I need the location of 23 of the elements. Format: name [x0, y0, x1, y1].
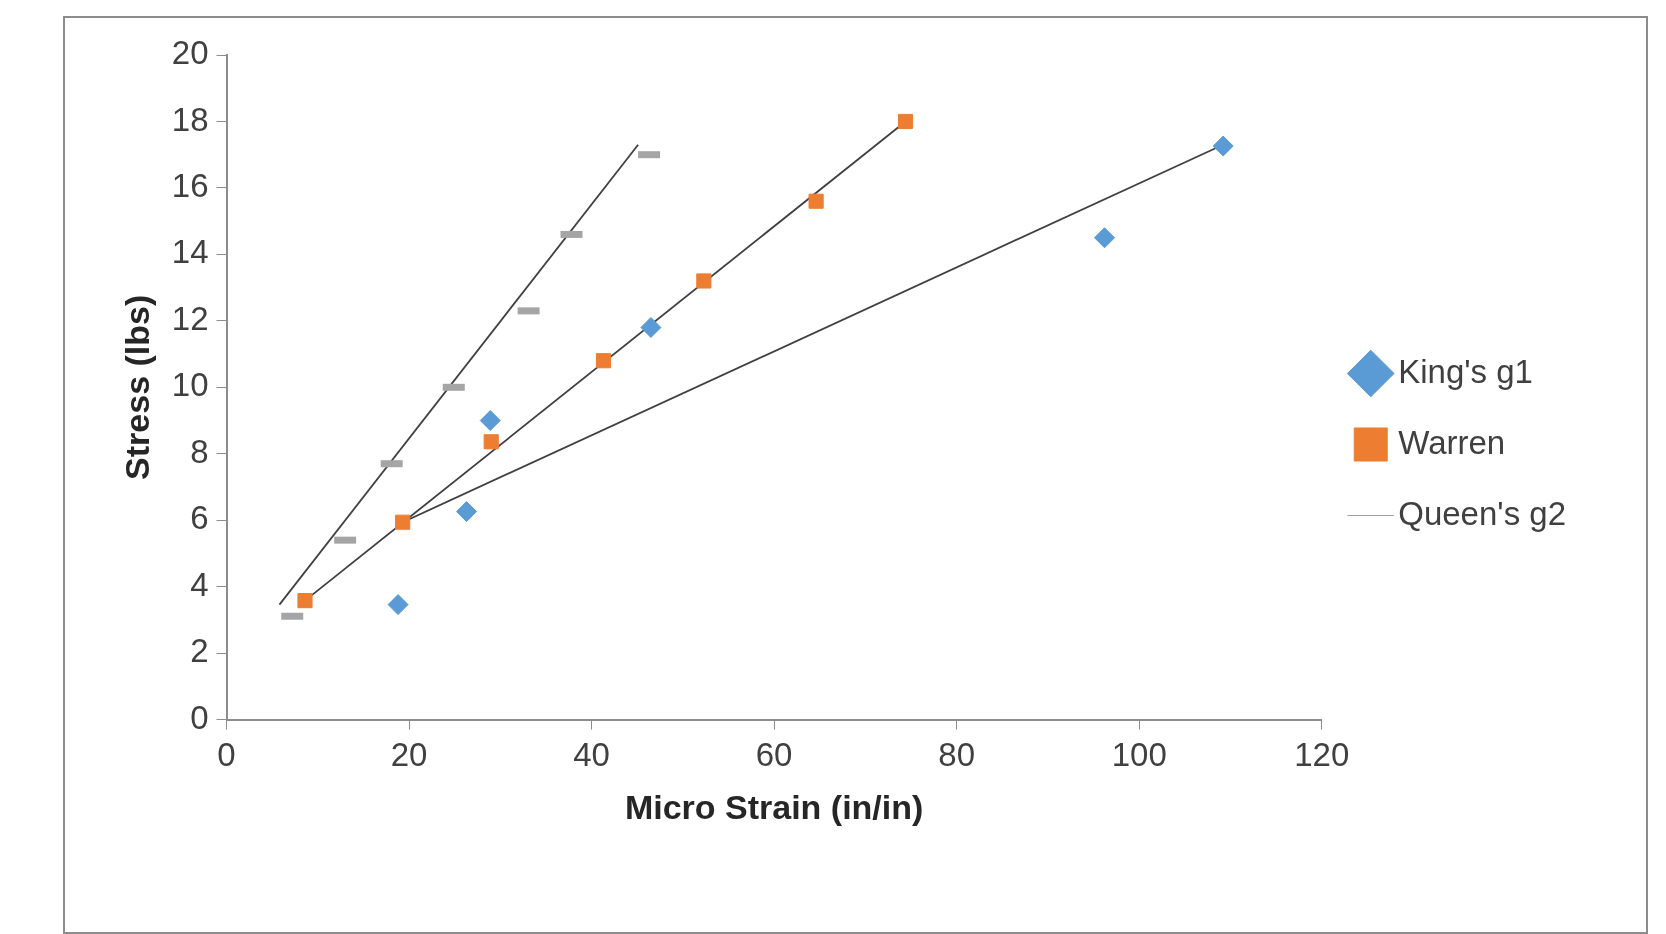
x-tick-label: 0: [217, 736, 236, 774]
legend-label: Warren: [1398, 423, 1506, 461]
x-axis-title: Micro Strain (in/in): [624, 787, 924, 826]
y-tick-label: 20: [171, 34, 209, 72]
y-tick-label: 14: [171, 233, 209, 271]
y-tick-label: 10: [171, 366, 209, 404]
legend-label: Queen's g2: [1398, 494, 1567, 532]
x-tick-label: 80: [938, 736, 976, 774]
x-tick-label: 20: [390, 736, 428, 774]
y-tick-label: 16: [171, 167, 209, 205]
y-tick-label: 0: [190, 698, 209, 736]
x-tick-label: 40: [573, 736, 610, 774]
y-tick-label: 4: [190, 565, 209, 603]
legend-label: King's g1: [1398, 352, 1533, 390]
y-tick-label: 6: [190, 499, 209, 537]
y-tick-label: 2: [190, 632, 209, 670]
y-tick-label: 12: [171, 299, 209, 337]
x-tick-label: 60: [755, 736, 793, 774]
y-tick-label: 18: [171, 100, 209, 138]
y-axis-title: Stress (lbs): [117, 294, 156, 480]
x-tick-label: 120: [1294, 736, 1350, 774]
y-tick-label: 8: [190, 432, 209, 470]
x-tick-label: 100: [1111, 736, 1167, 774]
